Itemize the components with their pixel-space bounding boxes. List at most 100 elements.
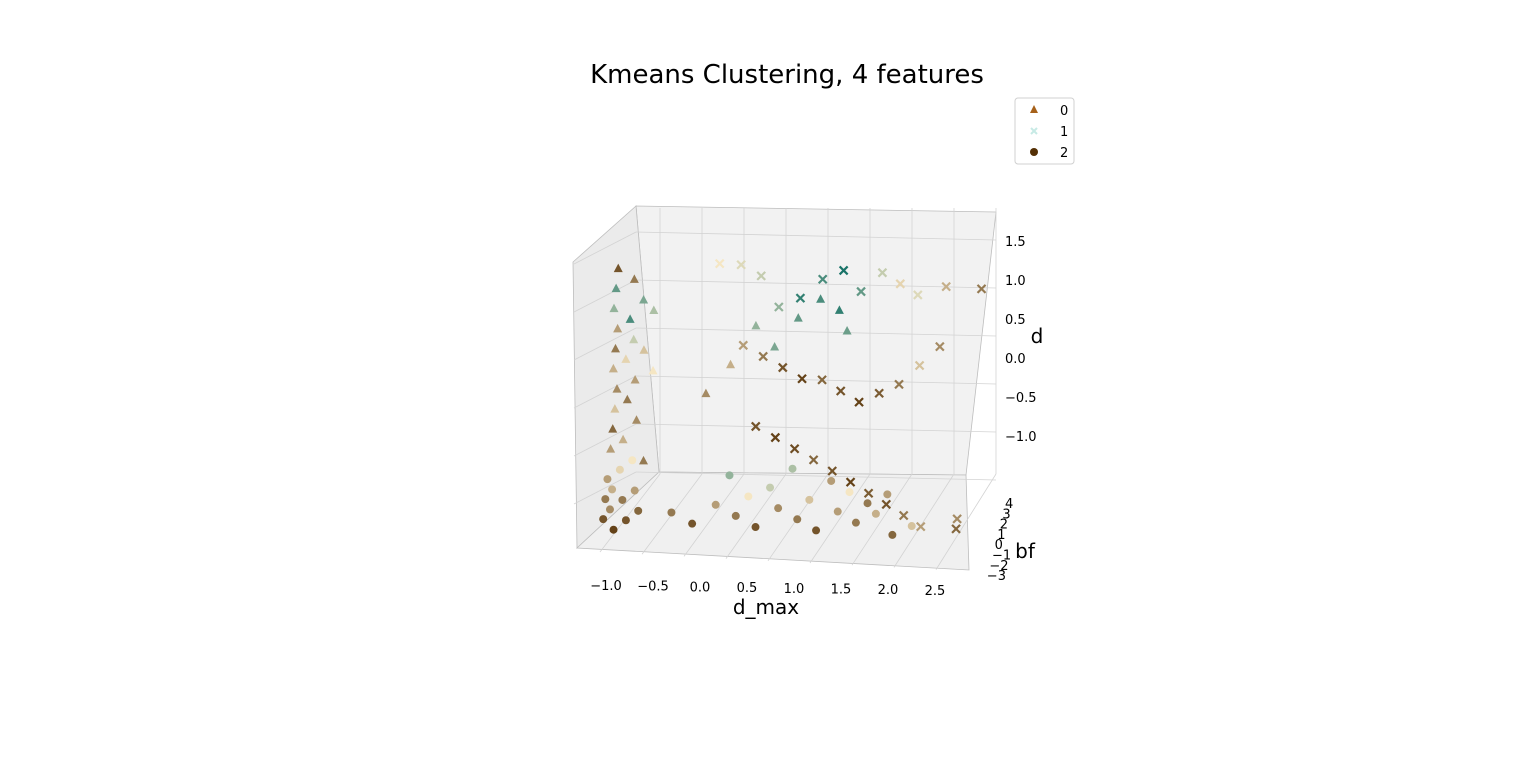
z-tick-label: −0.5: [1005, 391, 1037, 406]
x-tick-label: 2.0: [878, 583, 899, 598]
data-point-triangle: [701, 388, 711, 398]
data-point-x: [750, 421, 761, 432]
data-point-x: [845, 477, 856, 487]
data-point-x: [838, 265, 849, 276]
data-point-circle: [667, 508, 676, 517]
chart-title: Kmeans Clustering, 4 features: [590, 60, 984, 90]
data-point-triangle: [648, 365, 658, 375]
y-tick-label: −2: [989, 559, 1008, 574]
y-tick-label: 4: [1005, 497, 1013, 512]
data-point-triangle: [639, 294, 649, 304]
x-axis-label: d_max: [733, 595, 799, 619]
data-point-triangle: [613, 263, 623, 273]
data-point-triangle: [751, 320, 761, 330]
z-tick-label: 0.0: [1005, 352, 1026, 367]
floor-gridline: [935, 473, 997, 570]
data-point-triangle: [606, 444, 616, 453]
data-point-circle: [827, 476, 836, 485]
data-point-x: [881, 499, 892, 510]
data-point-circle: [618, 495, 627, 504]
x-tick-label: −1.0: [590, 579, 622, 594]
data-point-x: [976, 284, 987, 294]
data-point-circle: [609, 525, 618, 534]
data-point-x: [714, 258, 725, 269]
data-point-x: [952, 514, 962, 524]
data-point-x: [854, 397, 864, 407]
floor-gridline: [851, 473, 913, 566]
data-point-triangle: [639, 455, 649, 465]
data-point-x: [877, 267, 888, 278]
data-point-triangle: [608, 424, 618, 433]
data-point-triangle: [609, 303, 619, 313]
data-point-triangle: [726, 359, 736, 369]
data-point-triangle: [612, 384, 622, 393]
data-point-x: [898, 510, 909, 521]
data-point-circle: [731, 511, 740, 520]
x-tick-label: 2.5: [925, 584, 946, 599]
back-pane: [635, 205, 997, 476]
floor-gridline: [893, 473, 955, 568]
data-point-circle: [907, 522, 916, 531]
data-point-x: [827, 466, 838, 476]
legend-entry: 0: [1030, 104, 1068, 119]
y-tick-label: 0: [995, 538, 1003, 553]
scatter-points: [599, 258, 987, 539]
data-point-triangle: [629, 334, 639, 344]
data-point-circle: [863, 499, 872, 508]
data-point-circle: [599, 515, 608, 524]
x-tick-label: 1.5: [831, 583, 852, 598]
data-point-triangle: [630, 374, 640, 384]
data-point-circle: [793, 515, 802, 524]
y-tick-label: 1: [997, 528, 1005, 543]
data-point-circle: [805, 495, 814, 504]
data-point-triangle: [608, 363, 618, 373]
data-point-x: [835, 386, 846, 396]
data-point-triangle: [625, 314, 635, 323]
data-point-triangle: [618, 434, 628, 444]
data-point-x: [777, 362, 788, 373]
left-gridline: [573, 375, 637, 409]
data-point-circle: [751, 523, 760, 532]
data-point-circle: [630, 486, 639, 495]
data-point-circle: [601, 495, 610, 504]
x-tick-label: −0.5: [637, 580, 669, 595]
data-point-triangle: [842, 325, 852, 335]
data-point-circle: [711, 500, 720, 509]
data-point-circle: [628, 456, 637, 465]
left-gridline: [573, 231, 637, 265]
data-point-x: [795, 293, 806, 303]
y-tick-label: 3: [1002, 507, 1010, 522]
data-point-x: [774, 302, 784, 312]
data-point-x: [941, 281, 951, 292]
data-point-circle: [744, 492, 753, 501]
data-point-x: [895, 279, 906, 289]
data-point-triangle: [816, 294, 826, 303]
data-point-x: [736, 259, 746, 270]
data-point-triangle: [610, 404, 620, 413]
data-point-circle: [851, 518, 860, 527]
z-axis-label: d: [1031, 324, 1044, 348]
legend-box: [1014, 97, 1075, 165]
data-point-triangle: [649, 305, 659, 315]
back-gridline: [635, 471, 997, 481]
data-point-x: [756, 271, 766, 281]
data-point-x: [789, 443, 800, 454]
z-tick-label: 0.5: [1005, 313, 1026, 328]
legend: 0 1 2: [1014, 97, 1075, 165]
y-tick-label: 2: [1000, 518, 1008, 533]
legend-marker: [1030, 127, 1038, 135]
data-point-circle: [845, 488, 854, 497]
left-gridline: [573, 327, 637, 361]
back-gridline: [635, 279, 997, 289]
left-gridline: [573, 423, 637, 457]
data-point-circle: [788, 464, 797, 473]
data-point-x: [863, 488, 874, 499]
legend-marker: [1030, 148, 1038, 156]
floor-gridline: [599, 473, 661, 553]
y-tick-label: −3: [987, 569, 1006, 584]
data-point-circle: [608, 485, 617, 494]
data-point-x: [738, 340, 749, 351]
data-point-x: [914, 360, 925, 371]
floor-gridline: [809, 473, 871, 564]
